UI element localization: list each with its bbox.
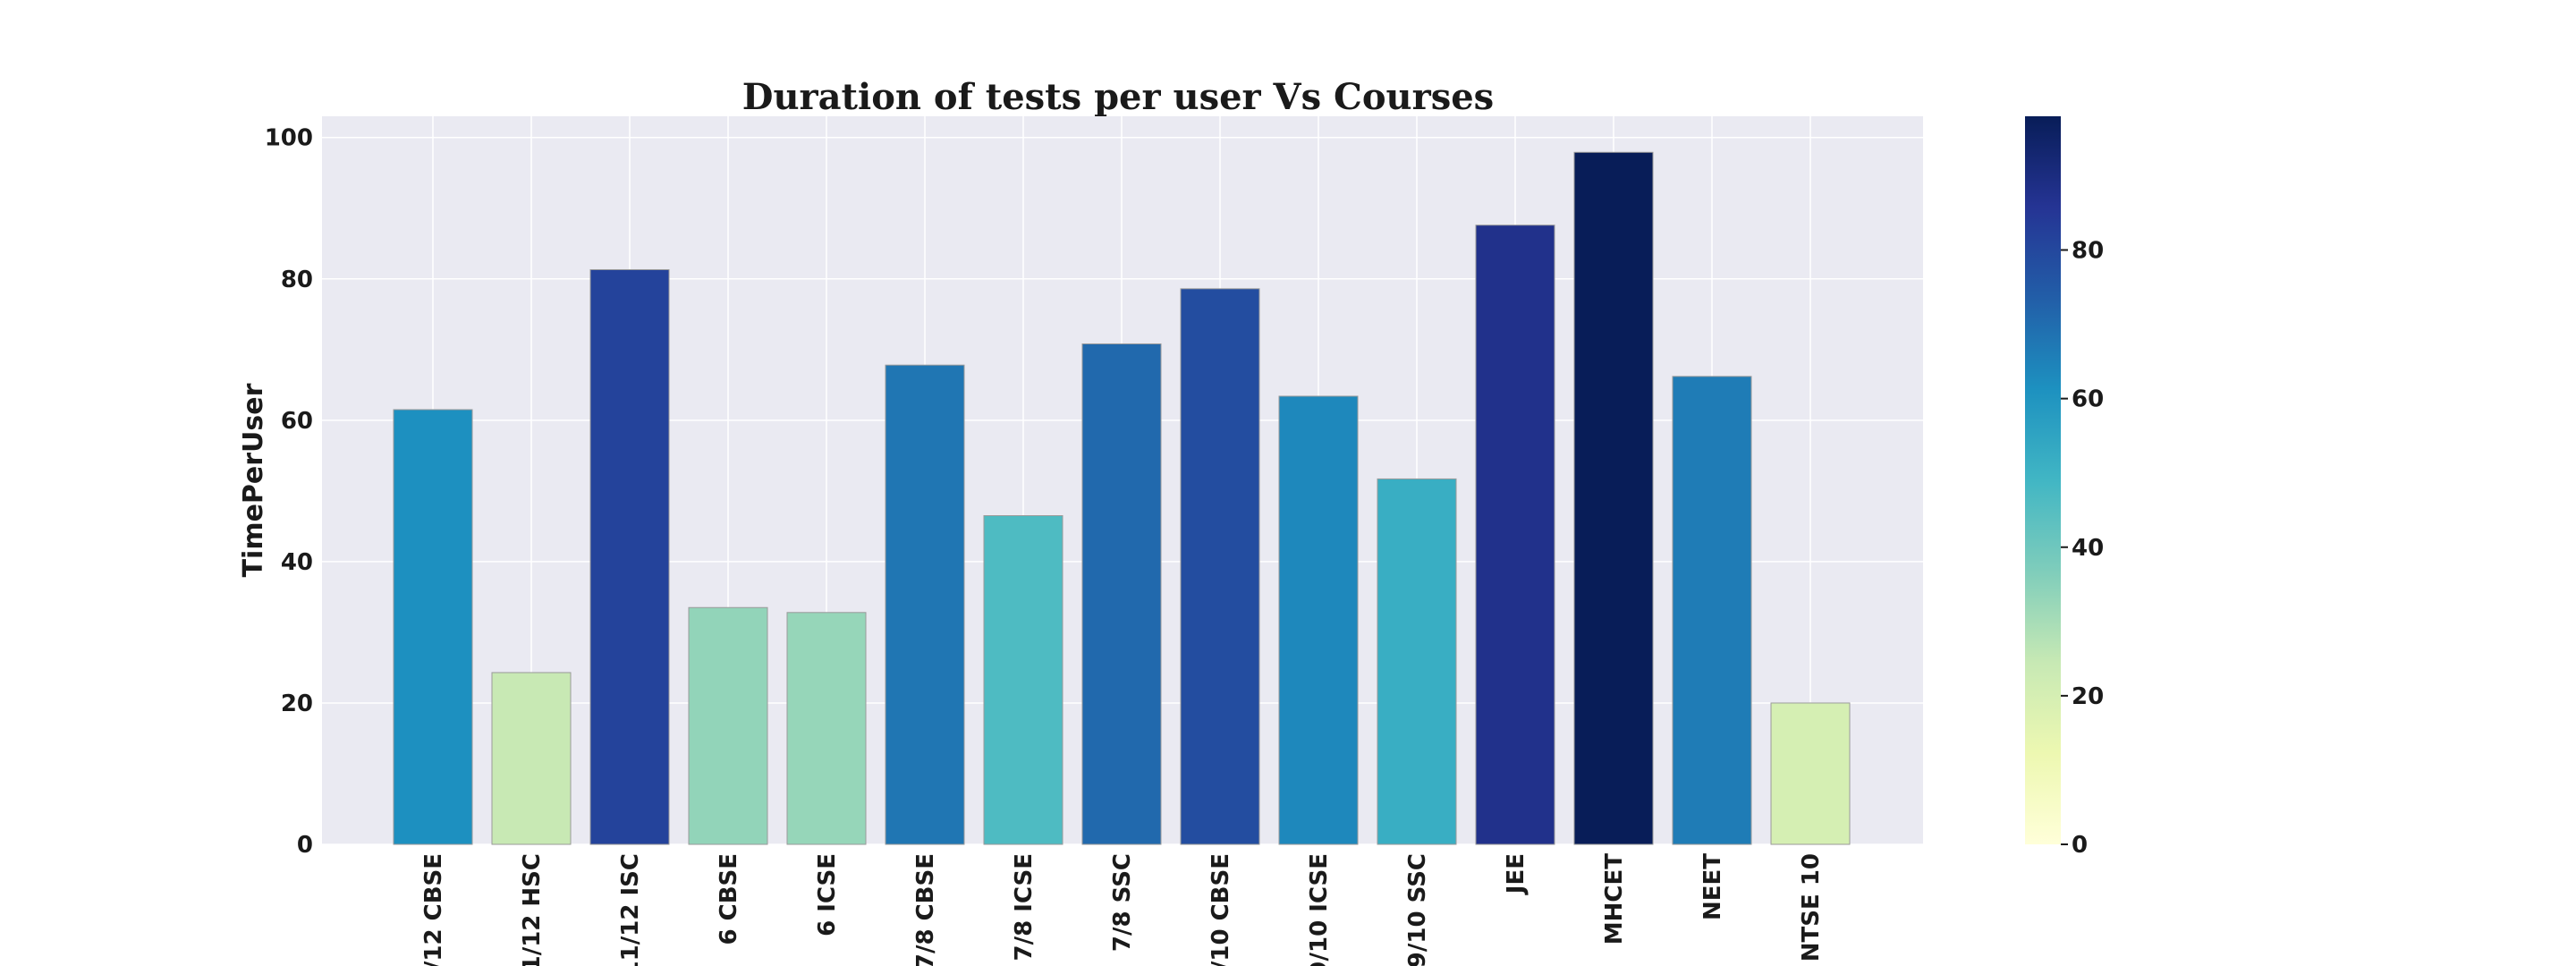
bar bbox=[1672, 376, 1752, 845]
bar bbox=[786, 612, 867, 845]
x-axis-ticks: 11/12 CBSE 11/12 HSC 11/12 ISC 6 CBSE 6 ICSE… bbox=[420, 853, 1825, 966]
bar bbox=[1475, 225, 1555, 845]
x-tick-label: 11/12 ISC bbox=[617, 853, 644, 966]
bar bbox=[1377, 478, 1457, 845]
x-tick-label: 9/10 SSC bbox=[1404, 853, 1431, 966]
bar bbox=[1770, 702, 1851, 845]
x-tick-label: JEE bbox=[1503, 853, 1530, 895]
colorbar-tick-label: 20 bbox=[2072, 683, 2104, 710]
bar bbox=[393, 409, 473, 845]
x-tick-label: NEET bbox=[1699, 853, 1726, 920]
x-tick-label: 9/10 CBSE bbox=[1208, 853, 1234, 966]
y-tick-label: 80 bbox=[281, 267, 313, 293]
colorbar-tick-label: 60 bbox=[2072, 386, 2104, 413]
colorbar-tick-label: 0 bbox=[2072, 832, 2088, 859]
x-tick-label: 11/12 HSC bbox=[519, 853, 546, 966]
x-tick-label: NTSE 10 bbox=[1798, 853, 1825, 962]
x-tick-label: 11/12 CBSE bbox=[420, 853, 447, 966]
bar bbox=[688, 606, 768, 845]
bar bbox=[589, 268, 670, 845]
chart-title: Duration of tests per user Vs Courses bbox=[742, 76, 1494, 118]
x-tick-label: 7/8 CBSE bbox=[912, 853, 939, 966]
bar bbox=[1180, 288, 1260, 845]
y-tick-label: 20 bbox=[281, 691, 313, 717]
y-tick-label: 0 bbox=[297, 832, 313, 859]
x-tick-label: 6 CBSE bbox=[716, 853, 742, 945]
y-tick-label: 60 bbox=[281, 408, 313, 435]
y-axis-ticks: 0 20 40 60 80 100 bbox=[265, 125, 313, 859]
y-axis-label: TimePerUser bbox=[238, 383, 269, 577]
x-tick-label: MHCET bbox=[1601, 853, 1628, 945]
bar bbox=[1573, 151, 1654, 845]
colorbar-tick-label: 40 bbox=[2072, 535, 2104, 562]
x-tick-label: 7/8 SSC bbox=[1109, 853, 1136, 952]
x-tick-label: 7/8 ICSE bbox=[1011, 853, 1038, 961]
x-tick-label: 9/10 ICSE bbox=[1306, 853, 1333, 966]
colorbar-ticks: 0 20 40 60 80 bbox=[2061, 238, 2104, 859]
x-tick-label: 6 ICSE bbox=[814, 853, 841, 936]
bar bbox=[1278, 395, 1359, 845]
y-tick-label: 40 bbox=[281, 549, 313, 576]
bar bbox=[983, 515, 1063, 845]
bars bbox=[393, 151, 1851, 845]
bar bbox=[491, 672, 572, 845]
colorbar-tick-label: 80 bbox=[2072, 238, 2104, 265]
bar bbox=[885, 364, 965, 845]
y-tick-label: 100 bbox=[265, 125, 313, 152]
bar bbox=[1081, 343, 1162, 845]
colorbar bbox=[2025, 116, 2061, 844]
